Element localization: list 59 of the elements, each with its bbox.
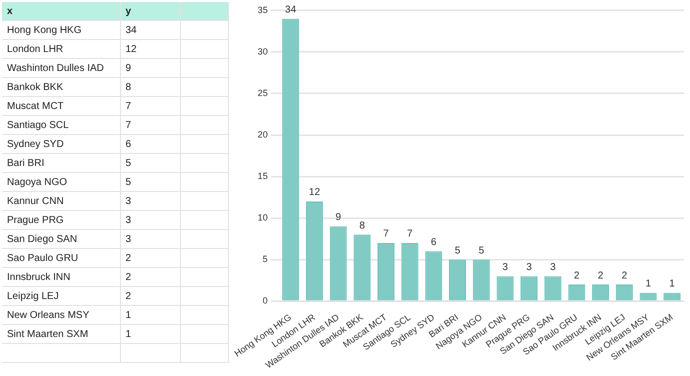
data-label: 2 [598, 270, 604, 282]
data-label: 9 [336, 212, 342, 224]
text: 1 [120, 324, 180, 344]
text: Leipzig LEJ [2, 286, 120, 306]
y-tick-label: 25 [258, 88, 268, 98]
data-label: 2 [622, 270, 628, 282]
data-label: 7 [383, 228, 390, 240]
text: 7 [120, 96, 180, 116]
text: Innsbruck INN [2, 268, 120, 286]
text: Sydney SYD [2, 134, 120, 154]
text: 12 [120, 40, 180, 58]
data-label: 34 [285, 4, 297, 16]
data-label: 12 [308, 187, 320, 198]
text: 5 [120, 154, 180, 172]
text: Sao Paulo GRU [2, 248, 120, 268]
text: 6 [120, 134, 180, 154]
text: Hong Kong HKG [2, 20, 120, 40]
y-tick-label: 5 [262, 254, 268, 264]
text: 9 [120, 58, 180, 78]
text: 7 [120, 116, 180, 134]
y-tick-label: 15 [258, 171, 268, 182]
data-label: 3 [550, 262, 556, 273]
y-tick-label: 35 [258, 4, 268, 15]
y-tick-label: 30 [258, 46, 268, 56]
data-label: 3 [502, 262, 508, 273]
text: 8 [120, 78, 180, 96]
text: 3 [120, 192, 180, 210]
text: Kannur CNN [2, 192, 120, 210]
data-label: 3 [526, 262, 532, 273]
text: y [120, 2, 180, 20]
text: San Diego SAN [2, 230, 120, 248]
text: x [2, 2, 120, 20]
data-label: 8 [359, 220, 366, 232]
text: 5 [120, 172, 180, 192]
data-label: 5 [478, 245, 485, 256]
data-label: 7 [407, 228, 414, 240]
data-label: 6 [430, 237, 437, 248]
text: 2 [120, 268, 180, 286]
text: 3 [120, 210, 180, 230]
y-tick-label: 20 [258, 129, 268, 140]
text: Santiago SCL [2, 116, 120, 134]
text: 3 [120, 230, 180, 248]
text: Muscat MCT [2, 96, 120, 116]
data-label: 5 [454, 245, 461, 256]
data-label: 2 [574, 270, 580, 282]
data-label: 1 [669, 278, 676, 290]
y-tick-label: 10 [258, 212, 268, 223]
text: Prague PRG [2, 210, 120, 230]
text: Washinton Dulles IAD [2, 58, 120, 78]
text: 2 [120, 248, 180, 268]
text: 2 [120, 286, 180, 306]
data-label: 1 [645, 278, 652, 290]
text: Nagoya NGO [2, 172, 120, 192]
text: Bari BRI [2, 154, 120, 172]
text: 34 [120, 20, 180, 40]
text: Bankok BKK [2, 78, 120, 96]
y-tick-label: 0 [262, 296, 268, 306]
text: 1 [120, 306, 180, 324]
text: London LHR [2, 40, 120, 58]
